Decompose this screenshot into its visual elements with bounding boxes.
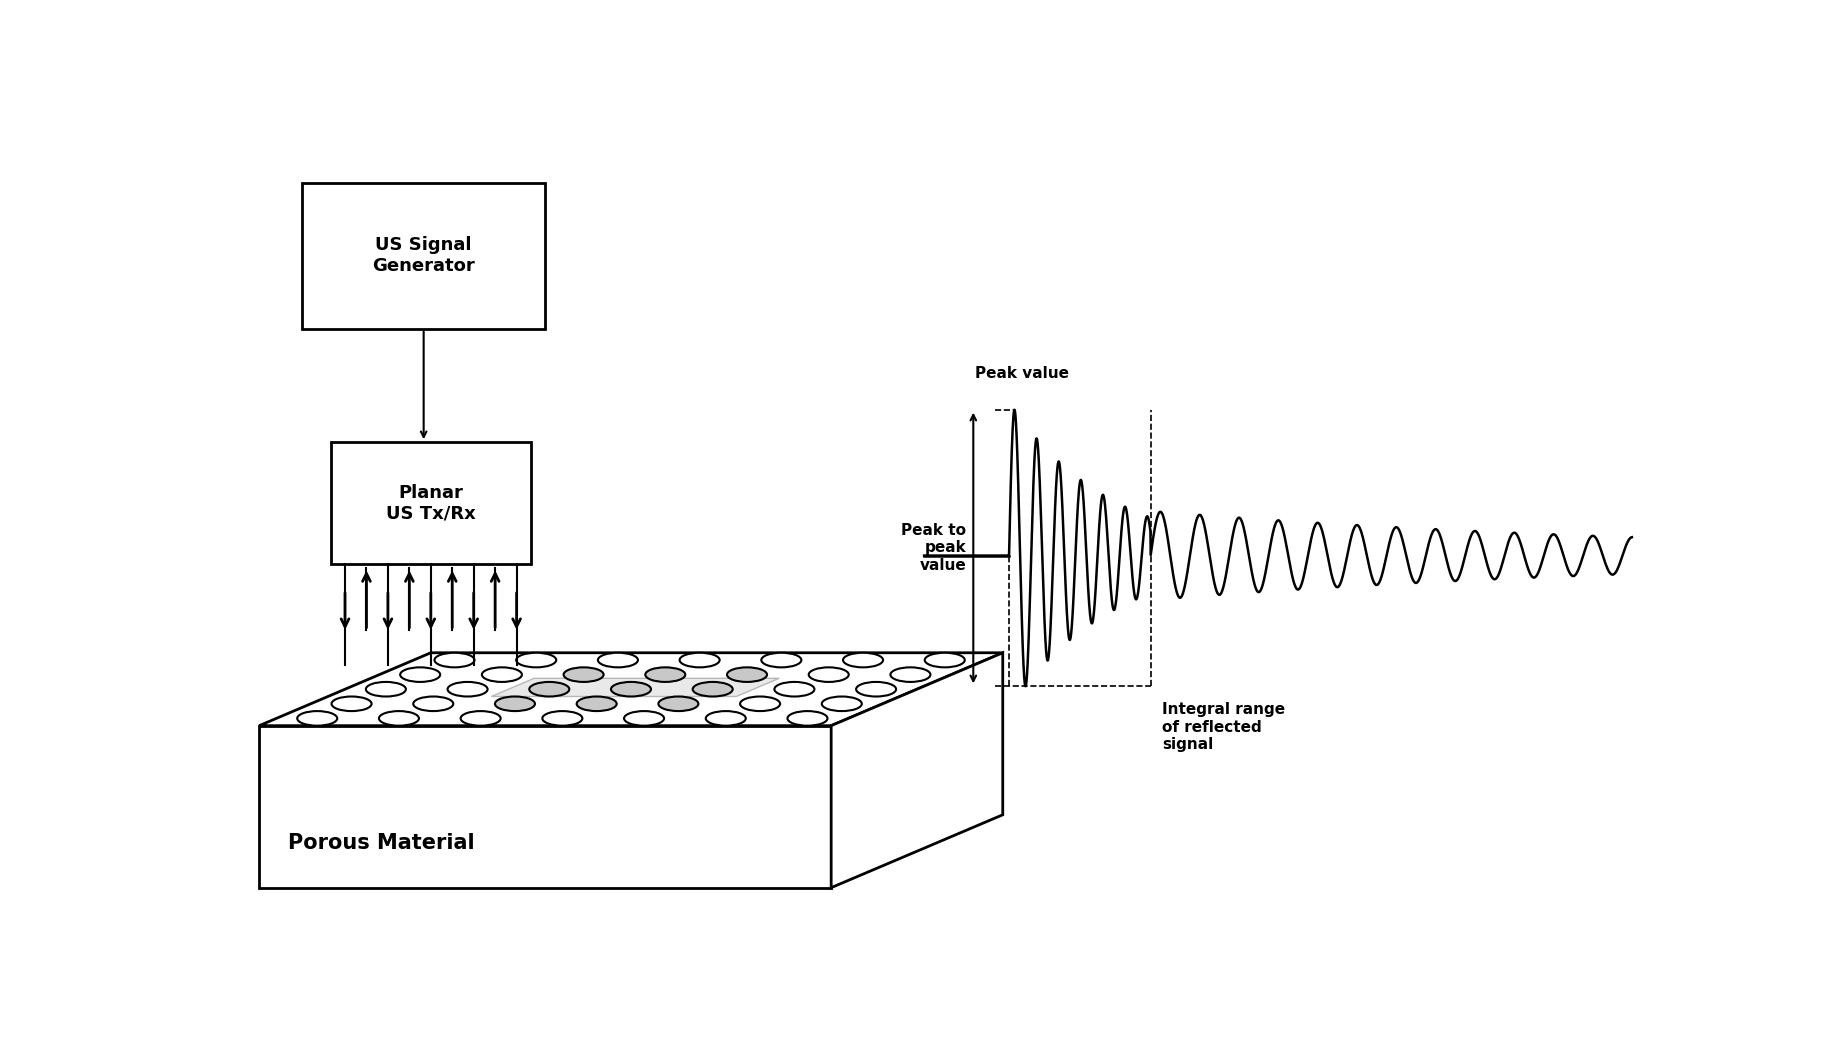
Ellipse shape	[461, 711, 500, 726]
Ellipse shape	[297, 711, 338, 726]
Text: Peak value: Peak value	[974, 366, 1068, 382]
Ellipse shape	[378, 711, 419, 726]
Ellipse shape	[727, 667, 768, 682]
Ellipse shape	[762, 652, 801, 667]
Ellipse shape	[400, 667, 441, 682]
Ellipse shape	[563, 667, 603, 682]
Ellipse shape	[775, 682, 814, 696]
Ellipse shape	[577, 696, 616, 711]
Ellipse shape	[434, 652, 474, 667]
Text: Porous Material: Porous Material	[288, 833, 474, 853]
Ellipse shape	[891, 667, 930, 682]
Ellipse shape	[542, 711, 583, 726]
Ellipse shape	[611, 682, 651, 696]
Ellipse shape	[413, 696, 454, 711]
Ellipse shape	[692, 682, 732, 696]
Ellipse shape	[624, 711, 664, 726]
Ellipse shape	[482, 667, 522, 682]
Ellipse shape	[924, 652, 965, 667]
Text: US Signal
Generator: US Signal Generator	[373, 237, 474, 276]
Ellipse shape	[856, 682, 897, 696]
Ellipse shape	[707, 711, 745, 726]
Ellipse shape	[808, 667, 849, 682]
Ellipse shape	[821, 696, 862, 711]
Ellipse shape	[517, 652, 555, 667]
Text: Planar
US Tx/Rx: Planar US Tx/Rx	[386, 484, 476, 522]
Text: Integral range
of reflected
signal: Integral range of reflected signal	[1162, 703, 1286, 752]
Ellipse shape	[365, 682, 406, 696]
Ellipse shape	[646, 667, 684, 682]
Ellipse shape	[659, 696, 699, 711]
Ellipse shape	[788, 711, 828, 726]
Polygon shape	[258, 726, 830, 888]
Text: Peak to
peak
value: Peak to peak value	[900, 523, 967, 573]
Ellipse shape	[598, 652, 638, 667]
Bar	[330, 442, 531, 564]
Bar	[303, 183, 546, 328]
Ellipse shape	[843, 652, 884, 667]
Ellipse shape	[494, 696, 535, 711]
Polygon shape	[830, 652, 1004, 888]
Ellipse shape	[530, 682, 570, 696]
Polygon shape	[491, 679, 779, 696]
Ellipse shape	[332, 696, 371, 711]
Ellipse shape	[679, 652, 720, 667]
Ellipse shape	[448, 682, 487, 696]
Polygon shape	[258, 652, 1004, 726]
Ellipse shape	[740, 696, 780, 711]
